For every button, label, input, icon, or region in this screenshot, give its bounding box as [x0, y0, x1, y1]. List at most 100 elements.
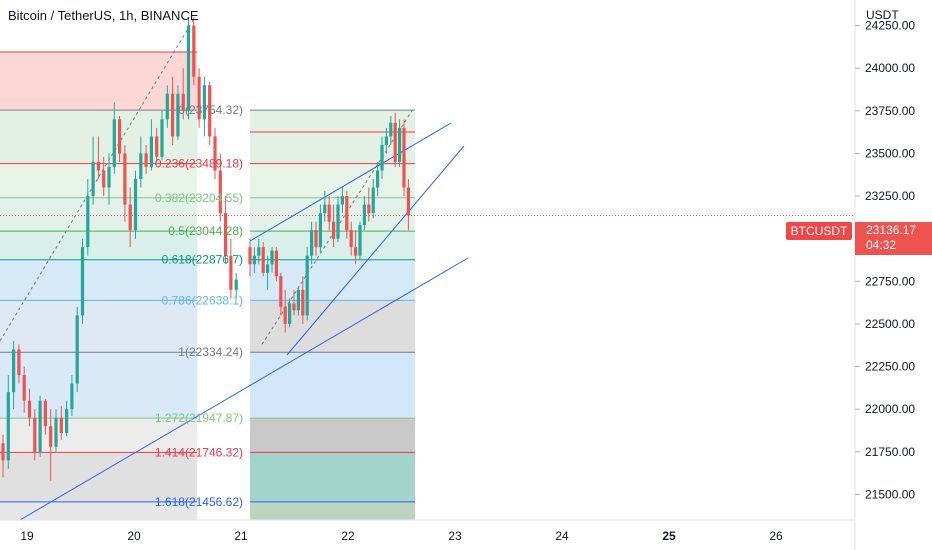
candle-body	[305, 255, 309, 316]
candle-body	[107, 167, 111, 188]
candle-body	[314, 230, 318, 248]
fib-zone-right	[250, 501, 415, 520]
candle-body	[274, 250, 278, 277]
candle-body	[367, 204, 371, 214]
candle-body	[393, 122, 397, 162]
candle-body	[102, 170, 106, 188]
candle-body	[96, 161, 100, 171]
candle-body	[224, 213, 228, 256]
candle-body	[362, 204, 366, 226]
candle-body	[318, 213, 322, 248]
candle-body	[398, 127, 402, 162]
candle-body	[128, 204, 132, 231]
candle-body	[218, 170, 222, 214]
y-tick-label: 23750.00	[865, 104, 915, 118]
candle-body	[33, 417, 37, 452]
candle-body	[283, 306, 287, 324]
candle-body	[358, 225, 362, 256]
fib-zone-left	[0, 352, 197, 419]
x-tick-label: 23	[448, 529, 462, 543]
fib-level-label: 1.272(21947.87)	[155, 411, 243, 425]
symbol-badge: BTCUSDT	[786, 222, 852, 240]
candle-body	[354, 247, 358, 256]
fib-level-label: 0.786(22638.1)	[162, 293, 243, 307]
candle-body	[176, 93, 180, 137]
y-tick-label: 23250.00	[865, 189, 915, 203]
candle-body	[252, 255, 256, 265]
candle-body	[12, 349, 16, 393]
candle-body	[80, 247, 85, 316]
x-tick-label: 22	[341, 529, 355, 543]
x-tick-label: 24	[555, 529, 569, 543]
support-trendline	[19, 257, 469, 521]
candle-body	[38, 400, 42, 452]
candle-body	[213, 136, 217, 171]
candle-body	[65, 409, 69, 434]
candle-body	[310, 230, 314, 256]
candle-body	[296, 289, 300, 311]
candle-body	[270, 250, 274, 265]
candle-body	[202, 85, 206, 120]
y-tick-label: 21750.00	[865, 445, 915, 459]
candle-body	[160, 119, 164, 157]
candle-body	[248, 247, 252, 265]
candle-body	[112, 119, 116, 168]
x-tick-label: 25	[662, 529, 676, 543]
candle-body	[86, 196, 90, 248]
candle-body	[149, 136, 153, 168]
channel-lower-line	[286, 145, 465, 356]
candle-body	[323, 204, 327, 214]
candle-body	[301, 289, 305, 316]
candle-body	[22, 375, 26, 401]
candle-body	[389, 122, 393, 137]
fib-zone-right	[250, 418, 415, 453]
fib-level-label: 1(22334.24)	[178, 345, 243, 359]
candle-body	[59, 417, 63, 434]
candle-body	[91, 161, 95, 197]
candle-body	[197, 76, 201, 120]
y-tick-label: 22750.00	[865, 274, 915, 288]
fib-zone-left	[0, 452, 197, 502]
candle-body	[43, 400, 47, 427]
fib-zone-right	[250, 110, 415, 164]
candle-body	[257, 247, 261, 256]
candle-body	[75, 315, 79, 384]
candle-body	[279, 276, 283, 307]
candle-body	[345, 196, 349, 231]
candle-body	[27, 400, 32, 418]
fib-zone-left	[0, 52, 197, 111]
fib-zone-right	[250, 352, 415, 419]
last-price-value: 23136.17	[866, 223, 917, 237]
candle-body	[332, 221, 336, 239]
fib-zone-left	[0, 259, 197, 301]
candle-body	[406, 187, 410, 216]
candle-body	[139, 153, 143, 180]
candle-body	[384, 136, 388, 145]
candle-body	[118, 119, 122, 154]
candle-body	[192, 25, 196, 77]
fib-zone-left	[0, 501, 197, 520]
y-tick-label: 24250.00	[865, 19, 915, 33]
fib-level-label: 0.618(22876.7)	[162, 253, 243, 267]
candle-body	[327, 204, 331, 222]
candle-body	[1, 443, 5, 461]
x-tick-label: 20	[127, 529, 141, 543]
candle-body	[181, 93, 185, 111]
y-tick-label: 23500.00	[865, 146, 915, 160]
candle-body	[70, 383, 74, 410]
fib-level-label: 0.382(23204.55)	[155, 191, 243, 205]
x-tick-label: 21	[234, 529, 248, 543]
fib-zone-right	[250, 300, 415, 353]
candle-body	[402, 127, 406, 188]
candle-body	[292, 303, 296, 311]
candle-body	[133, 179, 138, 231]
fib-level-label: 0.236(23489.18)	[155, 157, 243, 171]
candle-body	[371, 187, 375, 214]
y-tick-label: 24000.00	[865, 61, 915, 75]
candle-body	[208, 85, 212, 137]
candle-body	[54, 417, 58, 447]
y-tick-label: 22000.00	[865, 402, 915, 416]
fib-level-label: 0(23754.32)	[178, 103, 243, 117]
y-tick-label: 21500.00	[865, 487, 915, 501]
